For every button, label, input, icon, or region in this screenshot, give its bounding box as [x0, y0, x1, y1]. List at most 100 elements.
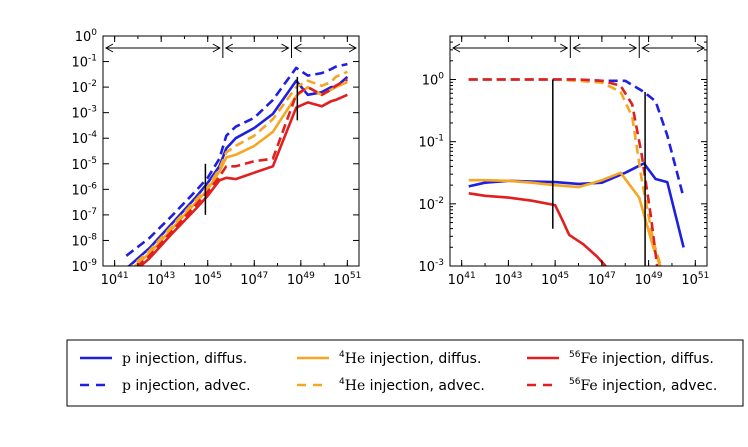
legend: p injection, diffus.p injection, advec.4… [66, 339, 744, 407]
legend-text: injection, diffus. [598, 351, 714, 367]
legend-entry-fe-diffus: 56Fe injection, diffus. [569, 350, 714, 367]
x-tick-base: 10 [333, 273, 350, 288]
y-tick-label: 10-1 [71, 54, 97, 71]
legend-sup: 4 [339, 350, 345, 360]
y-tick-exp: -1 [435, 134, 444, 144]
x-tick-exp: 47 [604, 271, 615, 281]
y-tick-base: 10 [71, 183, 88, 198]
y-tick-base: 10 [75, 30, 92, 45]
region-arrowhead-left [224, 43, 234, 53]
legend-entry-p-diffus: p injection, diffus. [122, 351, 247, 367]
x-tick-exp: 49 [651, 271, 663, 281]
legend-sup: 56 [569, 377, 581, 387]
y-tick-base: 10 [71, 158, 88, 173]
legend-prefix: p [122, 378, 131, 394]
x-tick-base: 10 [681, 273, 698, 288]
y-tick-exp: -2 [88, 79, 97, 89]
axes-frame [102, 35, 360, 267]
region-arrowhead-right [212, 43, 221, 53]
region-arrowhead-left [451, 43, 461, 53]
x-tick-exp: 45 [558, 271, 569, 281]
y-tick-base: 10 [71, 209, 88, 224]
y-tick-base: 10 [71, 260, 88, 275]
x-tick-exp: 41 [464, 271, 475, 281]
y-tick-label: 10-2 [418, 196, 444, 213]
y-tick-exp: -8 [88, 232, 97, 242]
y-tick-base: 10 [418, 260, 435, 275]
legend-sup: 56 [569, 350, 581, 360]
series-group [468, 78, 685, 266]
y-tick-exp: 0 [91, 28, 97, 38]
legend-prefix: Fe [580, 351, 597, 367]
x-tick-base: 10 [240, 273, 257, 288]
y-tick-exp: -3 [435, 258, 444, 268]
x-tick-label: 1041 [101, 271, 129, 288]
x-tick-base: 10 [448, 273, 465, 288]
legend-entry-he-diffus: 4He injection, diffus. [339, 350, 481, 367]
legend-prefix: He [345, 351, 366, 367]
y-tick-exp: -9 [88, 258, 97, 268]
legend-text: injection, diffus. [131, 351, 247, 367]
legend-prefix: He [345, 378, 366, 394]
y-tick-label: 10-9 [71, 258, 97, 275]
y-tick-label: 10-2 [71, 79, 97, 96]
y-tick-exp: -6 [88, 181, 97, 191]
legend-text: injection, advec. [131, 378, 251, 394]
series-line-3 [130, 70, 348, 266]
y-tick-exp: -1 [88, 54, 97, 64]
region-arrowhead-right [560, 43, 569, 53]
y-tick-label: 10-8 [71, 232, 97, 249]
y-tick-label: 10-7 [71, 207, 97, 224]
y-tick-label: 10-4 [71, 130, 97, 147]
x-tick-base: 10 [287, 273, 304, 288]
y-tick-base: 10 [71, 234, 88, 249]
region-arrowhead-left [293, 43, 302, 53]
y-tick-exp: 0 [438, 72, 444, 82]
y-tick-base: 10 [418, 198, 435, 213]
legend-text: injection, advec. [598, 378, 718, 394]
x-tick-exp: 47 [257, 271, 268, 281]
x-tick-exp: 43 [164, 271, 175, 281]
region-arrowhead-right [281, 43, 290, 53]
series-line-4 [138, 93, 348, 266]
series-line-4 [468, 192, 608, 266]
y-tick-base: 10 [71, 132, 88, 147]
region-arrowhead-left [641, 43, 650, 53]
x-tick-base: 10 [147, 273, 164, 288]
x-tick-base: 10 [194, 273, 211, 288]
legend-text: injection, diffus. [365, 351, 481, 367]
series-line-5 [135, 78, 349, 266]
x-tick-label: 1049 [635, 271, 663, 288]
y-tick-exp: -3 [88, 105, 97, 115]
y-tick-label: 10-3 [418, 258, 444, 275]
y-tick-exp: -4 [88, 130, 97, 140]
y-tick-exp: -2 [435, 196, 444, 206]
region-arrowhead-right [696, 43, 706, 53]
axes-frame [449, 35, 708, 267]
region-arrowhead-left [572, 43, 581, 53]
x-tick-exp: 43 [511, 271, 522, 281]
x-tick-label: 1051 [681, 271, 709, 288]
y-tick-base: 10 [418, 136, 435, 151]
legend-entry-p-advec: p injection, advec. [122, 378, 251, 394]
y-tick-label: 10-6 [71, 181, 97, 198]
x-tick-label: 1051 [333, 271, 361, 288]
y-tick-exp: -5 [88, 156, 97, 166]
series-line-2 [468, 171, 662, 266]
x-tick-label: 1043 [494, 271, 522, 288]
legend-entry-fe-advec: 56Fe injection, advec. [569, 377, 717, 394]
series-line-5 [468, 78, 659, 266]
x-tick-base: 10 [494, 273, 511, 288]
x-tick-exp: 45 [210, 271, 221, 281]
legend-prefix: p [122, 351, 131, 367]
x-tick-label: 1049 [287, 271, 315, 288]
x-tick-exp: 51 [698, 271, 709, 281]
y-tick-exp: -7 [88, 207, 97, 217]
y-tick-base: 10 [422, 74, 439, 89]
x-tick-base: 10 [635, 273, 652, 288]
y-tick-base: 10 [71, 81, 88, 96]
x-tick-base: 10 [541, 273, 558, 288]
y-tick-base: 10 [71, 107, 88, 122]
